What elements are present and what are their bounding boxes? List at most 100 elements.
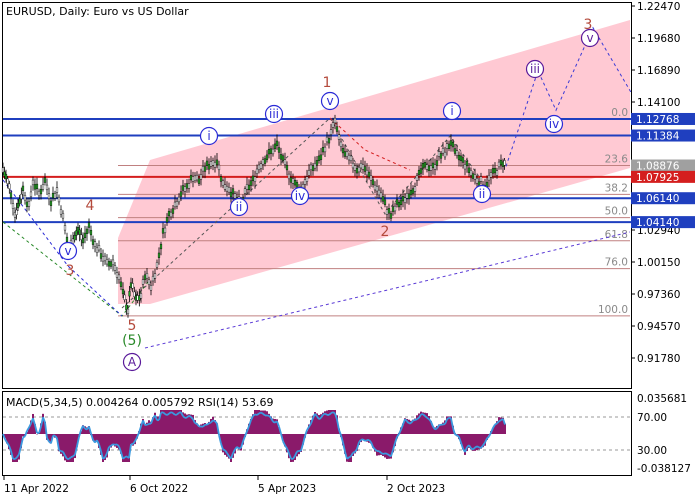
macd-bar [274,418,276,434]
y-tick-label-1: 1.19680 [637,33,680,45]
macd-bar [448,416,450,434]
macd-bar [440,424,442,434]
macd-bar [62,434,64,457]
macd-bar [104,434,106,461]
rsi-line [42,416,46,423]
rsi-line [50,435,54,444]
macd-bar [56,434,58,439]
candle-body [231,188,235,194]
macd-bar [314,412,316,434]
macd-bar [124,434,126,462]
rsi-line [372,446,376,451]
candle-body [125,304,128,310]
rsi-line [74,445,78,455]
rsi-line [328,412,332,416]
macd-bar [146,422,148,434]
macd-bar [210,418,212,434]
candle-body [267,149,271,155]
candle-body [21,185,25,191]
candle-body [177,196,181,203]
macd-bar [316,413,318,434]
rsi-line [284,444,288,449]
macd-bar [230,434,232,462]
wave-circle-17 [544,114,564,134]
candle-body [147,279,151,285]
rsi-line [310,417,314,424]
candle-body [443,151,447,158]
rsi-line [416,417,420,420]
rsi-line [350,452,354,457]
candle-body [259,163,263,169]
macd-bar [106,434,108,458]
wave-label-16: iii [530,62,540,76]
x-tick-label-0: 11 Apr 2022 [4,483,69,495]
rsi-line [132,440,136,445]
macd-bar [428,416,430,434]
candle-body [6,178,9,184]
rsi-line [102,456,106,460]
candle-body [219,176,223,182]
rsi-line [244,430,248,437]
x-tick-label-3: 2 Oct 2023 [387,483,445,495]
rsi-line [194,422,198,425]
macd-bar [464,434,466,455]
candle-body [497,161,501,168]
macd-bar [362,434,364,440]
macd-bar [310,420,312,434]
rsi-line [254,413,258,416]
rsi-line [106,446,110,454]
candle-body [271,148,275,155]
rsi-line [90,433,94,441]
macd-bar [120,434,122,454]
macd-bar [462,434,464,450]
wave-label-5: 5 [128,318,137,334]
macd-bar [278,427,280,434]
candle-body [411,188,415,194]
macd-bar [16,434,18,462]
rsi-line [448,416,452,420]
macd-bar [66,434,68,462]
rsi-line [318,417,322,420]
candle-body [495,170,499,176]
candle-body [20,193,23,200]
candle-body [187,183,191,189]
candle-body [117,274,121,280]
macd-bar [498,417,500,434]
macd-bar [320,414,322,434]
macd-bar [332,410,334,434]
macd-bar [432,426,434,434]
wave-circle-16 [525,59,545,79]
candle-body [437,151,441,157]
ind-tick-label-0: 0.035681 [637,393,687,405]
candle-body [41,184,45,190]
macd-bar [192,414,194,434]
wave-circle-14 [442,101,462,121]
macd-bar [108,434,110,451]
rsi-line [486,435,490,439]
rsi-line [206,422,210,426]
rsi-line [414,418,418,421]
wave-label-6: (5) [122,333,142,349]
rsi-line [82,425,86,430]
channel-layer [118,20,630,304]
rsi-line [138,426,142,434]
candle-body [80,234,83,240]
candle-body [165,217,169,223]
macd-bar [100,434,102,455]
candle-body [155,262,159,268]
macd-bar [30,420,32,434]
macd-bar [394,434,396,447]
candle-body [23,195,27,201]
rsi-line [276,420,280,427]
candle-body [417,169,421,176]
rsi-line [26,427,30,432]
macd-bar [268,413,270,434]
wave-label-7: A [128,355,137,369]
rsi-line [142,420,146,426]
y-tick-label-6: 0.97360 [637,289,680,301]
rsi-line [64,455,68,460]
rsi-line [238,447,242,450]
chart-title: EURUSD, Daily: Euro vs US Dollar [6,5,189,18]
candle-body [225,186,229,192]
rsi-line [180,411,184,417]
